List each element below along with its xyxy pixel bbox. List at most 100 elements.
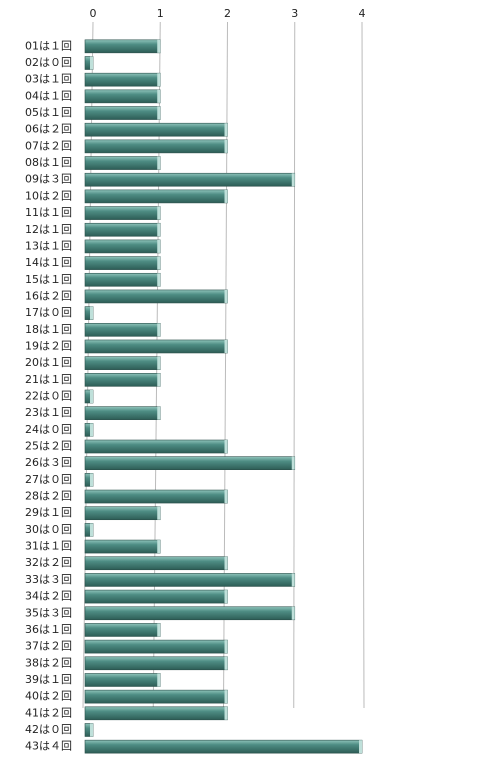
- bar-end: [157, 256, 161, 270]
- y-tick-label: 03は１回: [25, 73, 72, 86]
- bar-end: [224, 490, 228, 504]
- bar: [84, 656, 228, 671]
- bar-end: [90, 56, 93, 70]
- bar: [84, 739, 363, 754]
- bar-end: [157, 356, 161, 370]
- bar: [84, 89, 161, 104]
- bar: [84, 556, 228, 571]
- y-tick-label: 31は１回: [25, 540, 72, 553]
- y-tick-label: 40は２回: [25, 690, 72, 703]
- bar: [84, 689, 228, 704]
- y-tick-label: 04は１回: [25, 89, 72, 102]
- bar-end: [224, 289, 228, 303]
- y-tick-label: 25は２回: [25, 440, 72, 453]
- bar: [84, 206, 161, 220]
- y-tick-label: 28は２回: [25, 490, 72, 503]
- bar-end: [224, 590, 228, 604]
- bar: [84, 122, 228, 137]
- bar-end: [157, 206, 161, 220]
- y-tick-label: 14は１回: [25, 256, 72, 269]
- y-tick-label: 20は１回: [25, 356, 72, 369]
- bar-end: [157, 39, 161, 53]
- y-tick-label: 21は１回: [25, 373, 72, 386]
- bar: [84, 106, 161, 120]
- bar: [84, 456, 296, 471]
- bar-end: [291, 173, 295, 187]
- x-tick-label: 1: [157, 7, 164, 20]
- y-tick-label: 41は２回: [25, 706, 72, 719]
- bar-end: [224, 123, 228, 137]
- y-tick-label: 42は０回: [25, 723, 72, 736]
- y-tick-label: 01は１回: [25, 39, 72, 52]
- bar-end: [224, 139, 228, 153]
- bar: [84, 439, 228, 454]
- y-tick-label: 12は１回: [25, 223, 72, 236]
- bar: [84, 639, 228, 654]
- bar-end: [157, 540, 161, 554]
- bar-end: [157, 273, 161, 287]
- y-tick-label: 27は０回: [25, 473, 72, 486]
- bar: [84, 72, 161, 87]
- bar-end: [90, 306, 93, 320]
- bar-end: [90, 723, 93, 737]
- y-tick-label: 24は０回: [25, 423, 72, 436]
- bar-end: [157, 223, 161, 237]
- bar: [84, 156, 161, 170]
- y-tick-label: 13は１回: [25, 239, 72, 252]
- bar-end: [157, 506, 161, 520]
- bar-end: [224, 690, 228, 704]
- x-tick-label: 3: [291, 7, 298, 20]
- bar-end: [291, 456, 295, 470]
- y-tick-label: 16は２回: [25, 289, 72, 302]
- bar: [84, 706, 228, 721]
- y-tick-label: 32は２回: [25, 556, 72, 569]
- y-tick-label: 11は１回: [25, 206, 72, 219]
- x-tick-label: 0: [90, 7, 97, 20]
- y-tick-label: 10は２回: [25, 189, 72, 202]
- y-tick-label: 07は２回: [25, 139, 72, 152]
- x-tick-label: 4: [359, 7, 366, 20]
- y-tick-label: 38は２回: [25, 656, 72, 669]
- y-tick-label: 22は０回: [25, 390, 72, 403]
- bar-end: [157, 623, 161, 637]
- bar: [84, 272, 161, 287]
- bar: [84, 573, 296, 587]
- bar-end: [224, 656, 228, 670]
- bar: [84, 139, 228, 154]
- y-tick-label: 35は３回: [25, 606, 72, 619]
- bar-end: [90, 423, 93, 437]
- bar: [84, 589, 228, 604]
- bar-end: [157, 73, 161, 87]
- bar-end: [224, 440, 228, 454]
- bar: [84, 539, 161, 554]
- bar: [84, 489, 228, 504]
- y-tick-label: 29は１回: [25, 506, 72, 519]
- bar-end: [291, 573, 295, 587]
- bar-end: [90, 473, 93, 487]
- bar: [84, 322, 161, 337]
- bar: [84, 356, 161, 370]
- y-tick-label: 43は４回: [25, 740, 72, 753]
- bar: [84, 256, 161, 270]
- bar-end: [224, 339, 228, 353]
- grid-line: [361, 21, 365, 709]
- bar: [84, 673, 161, 687]
- y-tick-label: 09は３回: [25, 173, 72, 186]
- bar-end: [224, 706, 228, 720]
- bar-end: [157, 239, 161, 253]
- y-tick-label: 15は１回: [25, 273, 72, 286]
- bar-end: [90, 523, 93, 537]
- y-tick-label: 37は２回: [25, 640, 72, 653]
- bar-end: [224, 556, 228, 570]
- bar: [84, 289, 228, 304]
- bar: [84, 406, 161, 420]
- y-tick-label: 30は０回: [25, 523, 72, 536]
- bar-end: [157, 156, 161, 170]
- y-tick-label: 06は２回: [25, 123, 72, 136]
- bar: [84, 222, 161, 237]
- bar-end: [90, 389, 93, 404]
- bar: [84, 606, 296, 621]
- x-tick-label: 2: [224, 7, 231, 20]
- bar-end: [157, 373, 161, 387]
